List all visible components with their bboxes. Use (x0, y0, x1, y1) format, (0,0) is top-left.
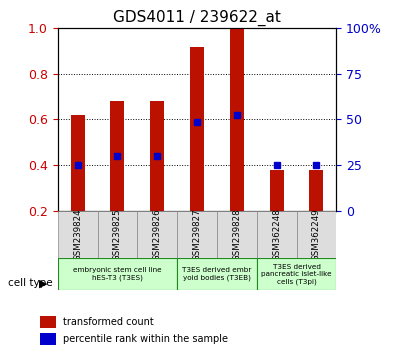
Text: T3ES derived
pancreatic islet-like
cells (T3pi): T3ES derived pancreatic islet-like cells… (261, 264, 332, 285)
Text: cell type: cell type (8, 278, 53, 288)
FancyBboxPatch shape (257, 258, 336, 290)
FancyBboxPatch shape (297, 211, 336, 258)
Title: GDS4011 / 239622_at: GDS4011 / 239622_at (113, 9, 281, 25)
Text: embryonic stem cell line
hES-T3 (T3ES): embryonic stem cell line hES-T3 (T3ES) (73, 267, 162, 281)
FancyBboxPatch shape (177, 258, 257, 290)
Text: GSM239824: GSM239824 (73, 208, 82, 261)
Text: ▶: ▶ (39, 278, 47, 288)
Bar (150, 101, 164, 211)
Bar (230, 28, 244, 211)
Text: GSM239826: GSM239826 (153, 208, 162, 261)
Bar (270, 170, 284, 211)
Bar (310, 170, 324, 211)
Text: GSM239828: GSM239828 (232, 208, 241, 261)
FancyBboxPatch shape (177, 211, 217, 258)
FancyBboxPatch shape (58, 258, 177, 290)
FancyBboxPatch shape (58, 211, 98, 258)
Bar (40, 316, 56, 328)
Text: percentile rank within the sample: percentile rank within the sample (62, 335, 228, 344)
FancyBboxPatch shape (257, 211, 297, 258)
Bar (40, 333, 56, 345)
Text: GSM362248: GSM362248 (272, 208, 281, 261)
Bar (71, 115, 85, 211)
Bar (111, 101, 125, 211)
FancyBboxPatch shape (137, 211, 177, 258)
Bar (190, 47, 204, 211)
Text: transformed count: transformed count (62, 318, 153, 327)
FancyBboxPatch shape (217, 211, 257, 258)
Text: T3ES derived embr
yoid bodies (T3EB): T3ES derived embr yoid bodies (T3EB) (182, 267, 252, 281)
Text: GSM239825: GSM239825 (113, 208, 122, 261)
FancyBboxPatch shape (98, 211, 137, 258)
Text: GSM362249: GSM362249 (312, 208, 321, 261)
Text: GSM239827: GSM239827 (193, 208, 201, 261)
